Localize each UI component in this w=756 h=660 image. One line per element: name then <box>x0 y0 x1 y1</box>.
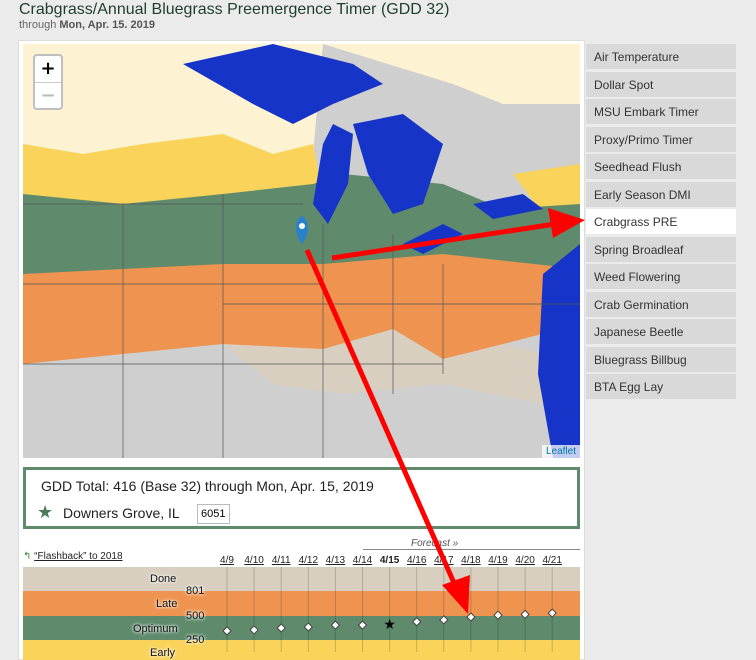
sidebar-item-crabgrass-pre[interactable]: Crabgrass PRE <box>586 209 736 234</box>
today-star-point[interactable]: ★ <box>383 616 396 632</box>
sidebar-item-weed-flowering[interactable]: Weed Flowering <box>586 264 736 289</box>
sidebar-item-japanese-beetle[interactable]: Japanese Beetle <box>586 319 736 344</box>
gdd-total: GDD Total: 416 (Base 32) through Mon, Ap… <box>41 478 374 494</box>
lake-huron <box>353 114 443 214</box>
flashback-link[interactable]: ↰ “Flashback” to 2018 <box>23 551 123 562</box>
band-label-optimum: Optimum <box>133 623 178 635</box>
sidebar-item-bluegrass-billbug[interactable]: Bluegrass Billbug <box>586 346 736 372</box>
band-optimum <box>23 616 580 640</box>
through-date: Mon, Apr. 15. 2019 <box>59 19 155 31</box>
gdd-point[interactable] <box>520 609 530 620</box>
lake-ontario <box>473 194 543 219</box>
band-late <box>23 591 580 616</box>
sidebar-item-dollar-spot[interactable]: Dollar Spot <box>586 71 736 97</box>
sidebar-item-air-temperature[interactable]: Air Temperature <box>586 44 736 69</box>
gdd-point[interactable] <box>547 608 557 618</box>
star-icon: ★ <box>37 502 54 522</box>
sidebar-item-early-season-dmi[interactable]: Early Season DMI <box>586 181 736 207</box>
sidebar-item-proxy-primo-timer[interactable]: Proxy/Primo Timer <box>586 126 736 152</box>
zoom-in-button[interactable]: + <box>40 58 56 79</box>
threshold-250: 250 <box>186 634 205 646</box>
leaflet-attribution[interactable]: Leaflet <box>541 445 580 458</box>
page-subtitle: through Mon, Apr. 15. 2019 <box>19 19 155 31</box>
through-label: through <box>19 19 57 31</box>
gdd-point[interactable] <box>411 617 422 627</box>
gdd-point[interactable] <box>439 615 449 625</box>
gdd-summary: GDD Total: 416 (Base 32) through Mon, Ap… <box>23 467 580 529</box>
date-label[interactable]: 4/21 <box>542 555 562 566</box>
date-label[interactable]: 4/20 <box>515 555 535 566</box>
gdd-point[interactable] <box>249 625 259 635</box>
lake-michigan <box>313 124 353 224</box>
gdd-point[interactable] <box>493 610 503 620</box>
atlantic <box>538 244 580 458</box>
zoom-out-button[interactable]: − <box>35 82 61 108</box>
date-label[interactable]: 4/11 <box>271 555 291 566</box>
gdd-point[interactable] <box>466 612 476 622</box>
early-zone <box>23 134 323 204</box>
gdd-point[interactable] <box>222 626 232 636</box>
sidebar-item-msu-embark-timer[interactable]: MSU Embark Timer <box>586 99 736 124</box>
location-name: Downers Grove, IL <box>63 505 180 521</box>
pre-zone <box>23 44 580 104</box>
date-label[interactable]: 4/9 <box>220 555 234 566</box>
zip-input[interactable] <box>197 504 230 524</box>
sidebar-item-bta-egg-lay[interactable]: BTA Egg Lay <box>586 374 736 399</box>
band-label-done: Done <box>150 573 177 585</box>
date-label[interactable]: 4/10 <box>244 555 264 566</box>
sidebar-item-seedhead-flush[interactable]: Seedhead Flush <box>586 154 736 179</box>
back-arrow-icon: ↰ <box>23 551 32 562</box>
zoom-control: + − <box>33 54 63 110</box>
threshold-801: 801 <box>186 585 205 597</box>
sidebar-item-spring-broadleaf[interactable]: Spring Broadleaf <box>586 236 736 262</box>
lake-superior <box>183 44 383 124</box>
sidebar-item-crab-germination[interactable]: Crab Germination <box>586 291 736 317</box>
date-label[interactable]: 4/19 <box>488 555 508 566</box>
sidebar: Air Temperature Dollar Spot MSU Embark Tim… <box>586 44 736 402</box>
date-label[interactable]: 4/18 <box>461 555 481 566</box>
page-title: Crabgrass/Annual Bluegrass Preemergence … <box>19 1 450 18</box>
gdd-point[interactable] <box>357 620 368 630</box>
gdd-point[interactable] <box>330 620 341 630</box>
gdd-point[interactable] <box>276 623 286 633</box>
band-done <box>23 567 580 591</box>
location-pin-icon[interactable] <box>296 216 308 244</box>
band-label-late: Late <box>156 598 178 610</box>
gdd-point[interactable] <box>303 622 314 632</box>
threshold-500: 500 <box>186 610 205 622</box>
